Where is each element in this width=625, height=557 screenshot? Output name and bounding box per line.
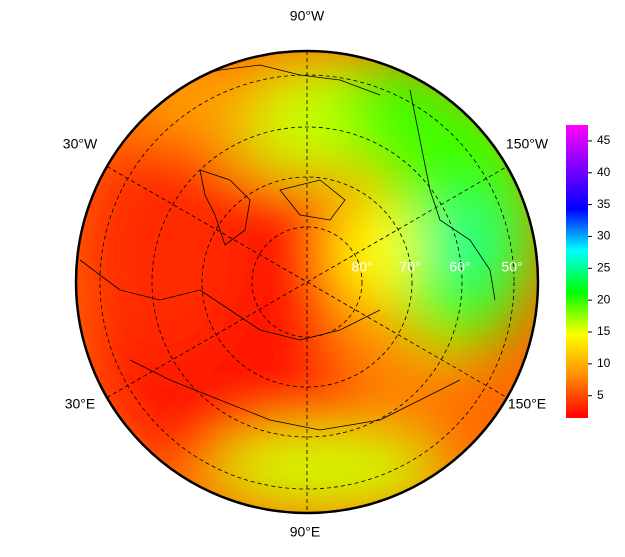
colorbar bbox=[566, 125, 588, 418]
colorbar-tick-label: 45 bbox=[597, 133, 611, 147]
longitude-label: 150°W bbox=[506, 136, 549, 152]
map-border bbox=[74, 49, 540, 515]
longitude-label: 30°W bbox=[63, 136, 98, 152]
latitude-label: 80° bbox=[351, 259, 372, 275]
latitude-label: 70° bbox=[399, 259, 420, 275]
colorbar-tick-label: 40 bbox=[597, 165, 611, 179]
graticule bbox=[99, 51, 515, 513]
colorbar-tick-label: 5 bbox=[597, 388, 604, 402]
longitude-label: 90°W bbox=[290, 8, 325, 24]
colorbar-tick-label: 25 bbox=[597, 260, 611, 274]
longitude-label: 30°E bbox=[65, 396, 96, 412]
longitude-label: 90°E bbox=[290, 524, 321, 540]
colorbar-tick-label: 20 bbox=[597, 292, 611, 306]
colorbar-tick-label: 15 bbox=[597, 324, 611, 338]
latitude-label: 50° bbox=[501, 259, 522, 275]
longitude-label: 150°E bbox=[508, 396, 546, 412]
map-field bbox=[76, 51, 538, 513]
colorbar-tick-label: 10 bbox=[597, 356, 611, 370]
colorbar-tick-label: 30 bbox=[597, 229, 611, 243]
latitude-label: 60° bbox=[449, 259, 470, 275]
colorbar-tick-label: 35 bbox=[597, 197, 611, 211]
